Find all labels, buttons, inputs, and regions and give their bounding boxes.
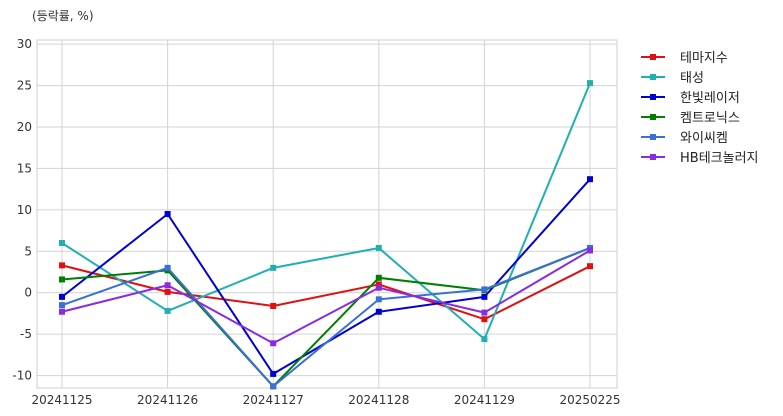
series-point [587,176,593,183]
series-point [270,340,277,347]
legend-label: 한빛레이저 [680,91,740,106]
grid [37,40,617,388]
legend-item: 켐트로닉스 [641,111,740,126]
series-point [375,284,382,291]
legend-item: 한빛레이저 [641,91,740,106]
series-line [61,264,591,321]
series-line [61,82,591,341]
y-tick-label: -5 [20,327,32,341]
legend-label: HB테크놀러지 [680,151,759,166]
legend-label: 와이씨켐 [680,131,728,146]
x-tick-label: 20241126 [137,393,198,407]
series-point [375,274,382,281]
y-tick-label: -10 [12,369,32,383]
series-point [164,307,171,314]
x-tick-label: 20250225 [559,393,620,407]
series-point [375,244,382,251]
series-point [587,80,593,87]
y-tick-label: 30 [17,37,32,51]
x-tick-label: 20241128 [348,393,409,407]
series-line [61,249,591,345]
series-point [375,308,382,315]
plot-area [36,39,618,389]
legend-swatch-marker [650,154,656,160]
x-tick-label: 20241129 [454,393,515,407]
legend-swatch-marker [650,74,656,80]
legend-item: 태성 [641,71,704,86]
x-tick-label: 20241127 [243,393,304,407]
legend-item: 테마지수 [641,51,728,66]
legend-label: 켐트로닉스 [680,111,740,126]
y-tick-label: 20 [17,120,32,134]
y-tick-label: 5 [24,244,32,258]
series-point [164,288,171,295]
axis-ticks: -10 -5 0 5 10 15 20 25 30 20241125 20241126 2024112… [12,37,620,407]
series [59,80,593,343]
series-point [481,286,488,293]
legend-label: 태성 [680,71,704,86]
unit-label: (등락률, %) [32,9,94,23]
legend-swatch-marker [650,94,656,100]
series-point [59,302,65,309]
series-point [59,262,65,269]
series-point [481,309,488,316]
series-point [270,370,277,377]
series-point [587,247,593,254]
x-tick-label: 20241125 [31,393,92,407]
series [59,247,593,347]
legend-swatch-marker [650,114,656,120]
y-tick-label: 10 [17,203,32,217]
legend-swatch-marker [650,134,656,140]
series-line [61,247,591,388]
series-point [59,293,65,300]
series-point [270,383,277,390]
series-point [481,316,488,323]
series-point [164,211,171,217]
series-point [587,263,593,270]
y-tick-label: 15 [17,161,32,175]
series-point [59,308,65,315]
series-point [164,282,171,289]
series-point [270,264,277,271]
series-point [375,281,382,288]
series [59,262,593,323]
legend-item: HB테크놀러지 [641,151,759,166]
series-point [375,296,382,303]
series-group [59,80,593,390]
legend-swatch-marker [650,54,656,60]
series-point [59,276,65,283]
series-point [270,302,277,309]
series-point [164,264,171,271]
series-point [59,240,65,246]
y-tick-label: 25 [17,79,32,93]
legend-label: 테마지수 [680,51,728,66]
series-point [481,336,488,343]
legend-item: 와이씨켐 [641,131,728,146]
series-point [481,293,488,300]
y-tick-label: 0 [24,286,32,300]
